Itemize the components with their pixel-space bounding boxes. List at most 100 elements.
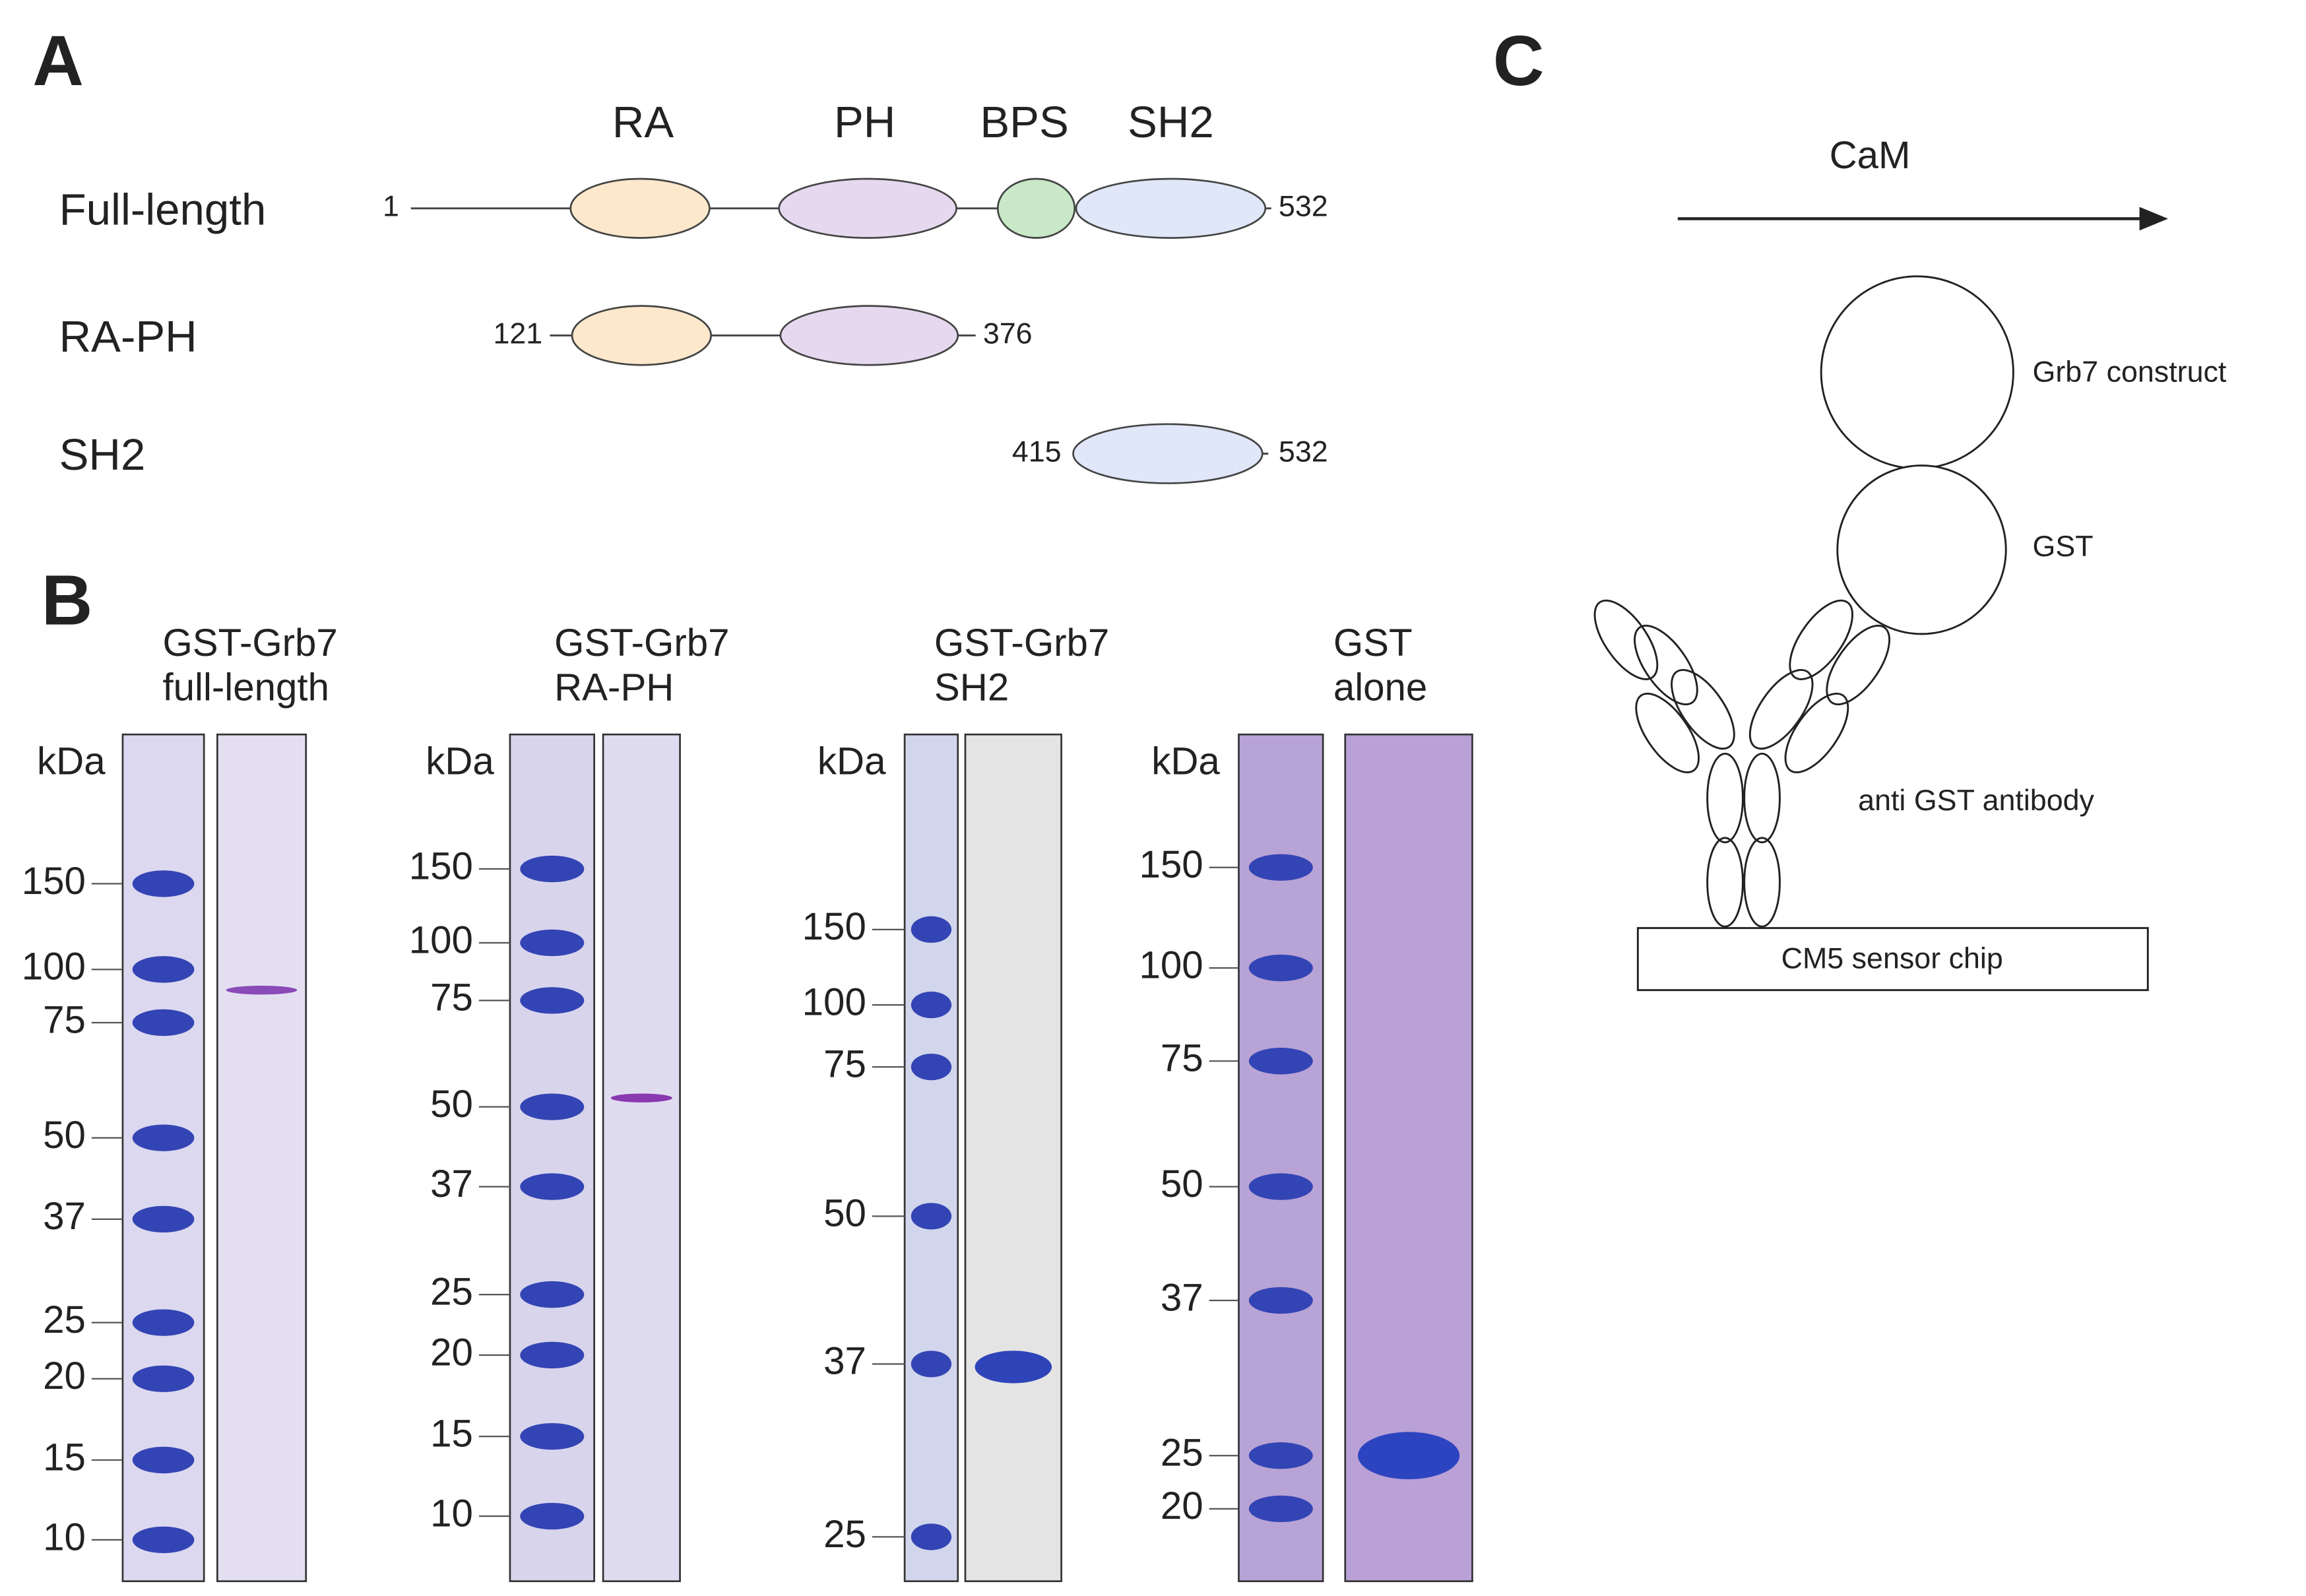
marker-label: 37 [823, 1340, 866, 1383]
chip-label: CM5 sensor chip [1781, 942, 2003, 975]
gel-title: RA-PH [554, 666, 674, 709]
treatment-label: CaM [1830, 134, 1911, 177]
ladder-band [132, 1309, 195, 1336]
domain-header: PH [834, 98, 895, 147]
construct-circle [1820, 275, 2014, 470]
domain-header: SH2 [1128, 98, 1214, 147]
end-residue: 376 [983, 317, 1033, 350]
domain [778, 177, 957, 239]
ladder-band [1248, 1442, 1313, 1469]
marker-label: 75 [430, 976, 473, 1019]
gel-title: full-length [162, 666, 329, 709]
domain-header: BPS [980, 98, 1068, 147]
marker-label: 15 [43, 1436, 86, 1479]
start-residue: 1 [383, 190, 399, 223]
unit-label: kDa [37, 740, 106, 782]
panel-label: B [42, 561, 93, 640]
antibody-domain [1826, 624, 1891, 706]
ladder-band [132, 956, 195, 983]
domain [1072, 423, 1264, 484]
ladder-band [520, 1502, 585, 1530]
antibody-domain [1706, 752, 1744, 844]
ladder-band [132, 1365, 195, 1392]
construct-label: Grb7 construct [2033, 356, 2227, 389]
sample-band [226, 985, 298, 995]
marker-label: 50 [430, 1083, 473, 1126]
ladder-band [911, 916, 952, 943]
ladder-band [520, 855, 585, 883]
marker-label: 50 [43, 1114, 86, 1157]
construct-name: RA-PH [59, 312, 197, 362]
start-residue: 415 [1012, 435, 1062, 468]
antibody-domain [1706, 837, 1744, 928]
marker-label: 15 [430, 1412, 473, 1455]
ladder-band [1248, 1048, 1313, 1075]
marker-label: 10 [43, 1516, 86, 1558]
arrow-head [2139, 207, 2168, 231]
marker-label: 75 [1161, 1037, 1203, 1080]
ladder-band [132, 1446, 195, 1474]
sample-band [975, 1351, 1052, 1384]
ladder-band [132, 1526, 195, 1554]
ladder-band [911, 1203, 952, 1230]
ladder-band [911, 1523, 952, 1550]
domain [996, 177, 1076, 239]
antibody-domain [1743, 837, 1781, 928]
ladder-band [520, 1341, 585, 1369]
gels: GST-Grb7full-lengthkDa150100755037252015… [22, 622, 1473, 1582]
sample-lane [964, 733, 1062, 1582]
sample-lane [602, 733, 681, 1582]
sample-lane [216, 733, 307, 1582]
domain-diagram: RA PH BPS SH2 Full-length 1 532 RA-PH 121 376 SH2 4… [59, 98, 1328, 484]
antibody-label: anti GST antibody [1858, 784, 2094, 817]
marker-label: 150 [802, 905, 866, 948]
marker-label: 150 [409, 845, 473, 887]
marker-label: 25 [823, 1513, 866, 1556]
antibody-domain [1593, 599, 1659, 680]
marker-label: 25 [1161, 1432, 1203, 1475]
gel-title: alone [1333, 666, 1428, 709]
marker-label: 20 [43, 1355, 86, 1397]
marker-label: 37 [430, 1163, 473, 1205]
antibody-domain [1671, 669, 1735, 750]
construct-name: SH2 [59, 430, 146, 480]
marker-label: 37 [1161, 1276, 1203, 1319]
marker-label: 50 [823, 1192, 866, 1235]
antibody-domain [1784, 692, 1849, 774]
panel-label: C [1493, 21, 1545, 100]
gel-title: GST-Grb7 [554, 622, 729, 664]
marker-label: 75 [43, 998, 86, 1041]
unit-label: kDa [817, 740, 886, 782]
gel-title: GST [1333, 622, 1413, 664]
marker-label: 100 [1139, 943, 1203, 986]
marker-label: 37 [43, 1195, 86, 1238]
domain-header: RA [612, 98, 674, 147]
marker-label: 150 [22, 860, 86, 903]
ladder-band [1248, 1173, 1313, 1200]
ladder-band [911, 991, 952, 1019]
ladder-band [520, 1093, 585, 1120]
gel-title: GST-Grb7 [934, 622, 1109, 664]
end-residue: 532 [1279, 190, 1328, 223]
gst-circle [1836, 464, 2007, 635]
marker-label: 25 [430, 1270, 473, 1313]
marker-label: 20 [430, 1331, 473, 1374]
ladder-band [1248, 854, 1313, 881]
sensor-chip [1636, 927, 2149, 992]
construct-name: Full-length [59, 185, 267, 234]
binding-schematic: CaM Grb7 construct GST anti GST antibody… [1593, 134, 2227, 992]
ladder-band [520, 987, 585, 1014]
marker-label: 100 [22, 945, 86, 988]
ladder-band [132, 1124, 195, 1151]
unit-label: kDa [426, 740, 494, 782]
gel-title: GST-Grb7 [162, 622, 337, 664]
domain [569, 177, 711, 239]
antibody-domain [1743, 752, 1781, 844]
ladder-band [1248, 1287, 1313, 1314]
antibody-domain [1635, 692, 1700, 774]
end-residue: 532 [1279, 435, 1328, 468]
marker-label: 100 [409, 918, 473, 961]
ladder-band [132, 1009, 195, 1037]
marker-label: 10 [430, 1492, 473, 1535]
antibody-domain [1789, 599, 1854, 680]
